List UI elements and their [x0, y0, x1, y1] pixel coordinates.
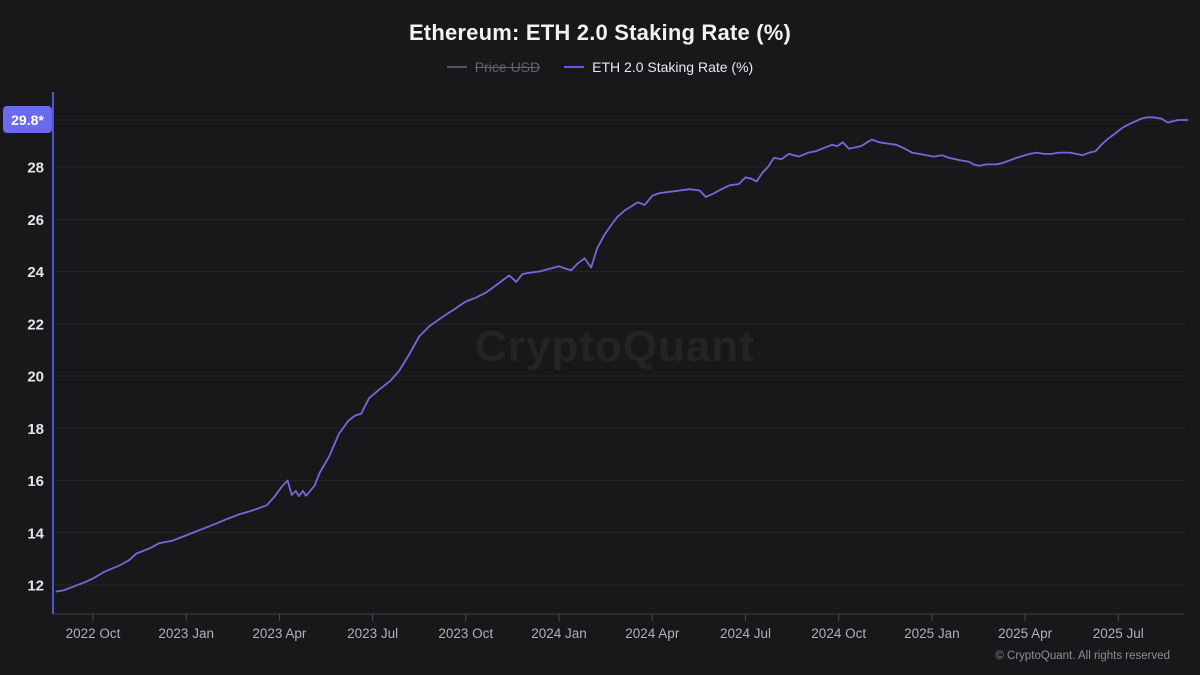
- legend-label-price-usd: Price USD: [474, 59, 541, 75]
- staking-rate-line: [55, 116, 1189, 593]
- y-axis-label: 16: [27, 473, 44, 490]
- y-axis-label: 28: [27, 160, 44, 177]
- x-axis-label: 2023 Oct: [438, 626, 493, 641]
- copyright: © CryptoQuant. All rights reserved: [995, 650, 1170, 662]
- y-axis-label: 22: [27, 316, 44, 333]
- chart-title: Ethereum: ETH 2.0 Staking Rate (%): [408, 20, 792, 45]
- legend: Price USD ETH 2.0 Staking Rate (%): [0, 59, 1200, 75]
- legend-marker-price-usd: [446, 66, 467, 68]
- y-axis-label: 14: [27, 525, 44, 542]
- current-value-badge: 29.8*: [3, 106, 52, 133]
- legend-label-staking-rate: ETH 2.0 Staking Rate (%): [592, 59, 754, 75]
- y-axis-label: 18: [27, 421, 44, 438]
- x-axis-label: 2024 Jan: [531, 626, 587, 641]
- y-axis-label: 20: [27, 369, 44, 386]
- legend-marker-staking-rate: [564, 66, 585, 68]
- x-axis-label: 2024 Apr: [625, 626, 680, 641]
- legend-item-price-usd[interactable]: Price USD: [446, 59, 541, 75]
- x-axis-label: 2023 Apr: [252, 626, 307, 641]
- x-axis-label: 2025 Jan: [904, 626, 960, 641]
- x-axis-label: 2023 Jul: [347, 626, 398, 641]
- x-axis-label: 2022 Oct: [66, 626, 121, 641]
- x-axis-label: 2025 Apr: [998, 626, 1053, 641]
- x-axis-label: 2024 Oct: [811, 626, 866, 641]
- y-axis-label: 24: [27, 264, 44, 281]
- x-axis-label: 2023 Jan: [158, 626, 214, 641]
- x-axis-label: 2024 Jul: [720, 626, 771, 641]
- x-axis-label: 2025 Jul: [1093, 626, 1144, 641]
- y-axis-label: 12: [27, 578, 44, 595]
- legend-item-staking-rate[interactable]: ETH 2.0 Staking Rate (%): [564, 59, 753, 75]
- y-axis-label: 26: [27, 212, 44, 229]
